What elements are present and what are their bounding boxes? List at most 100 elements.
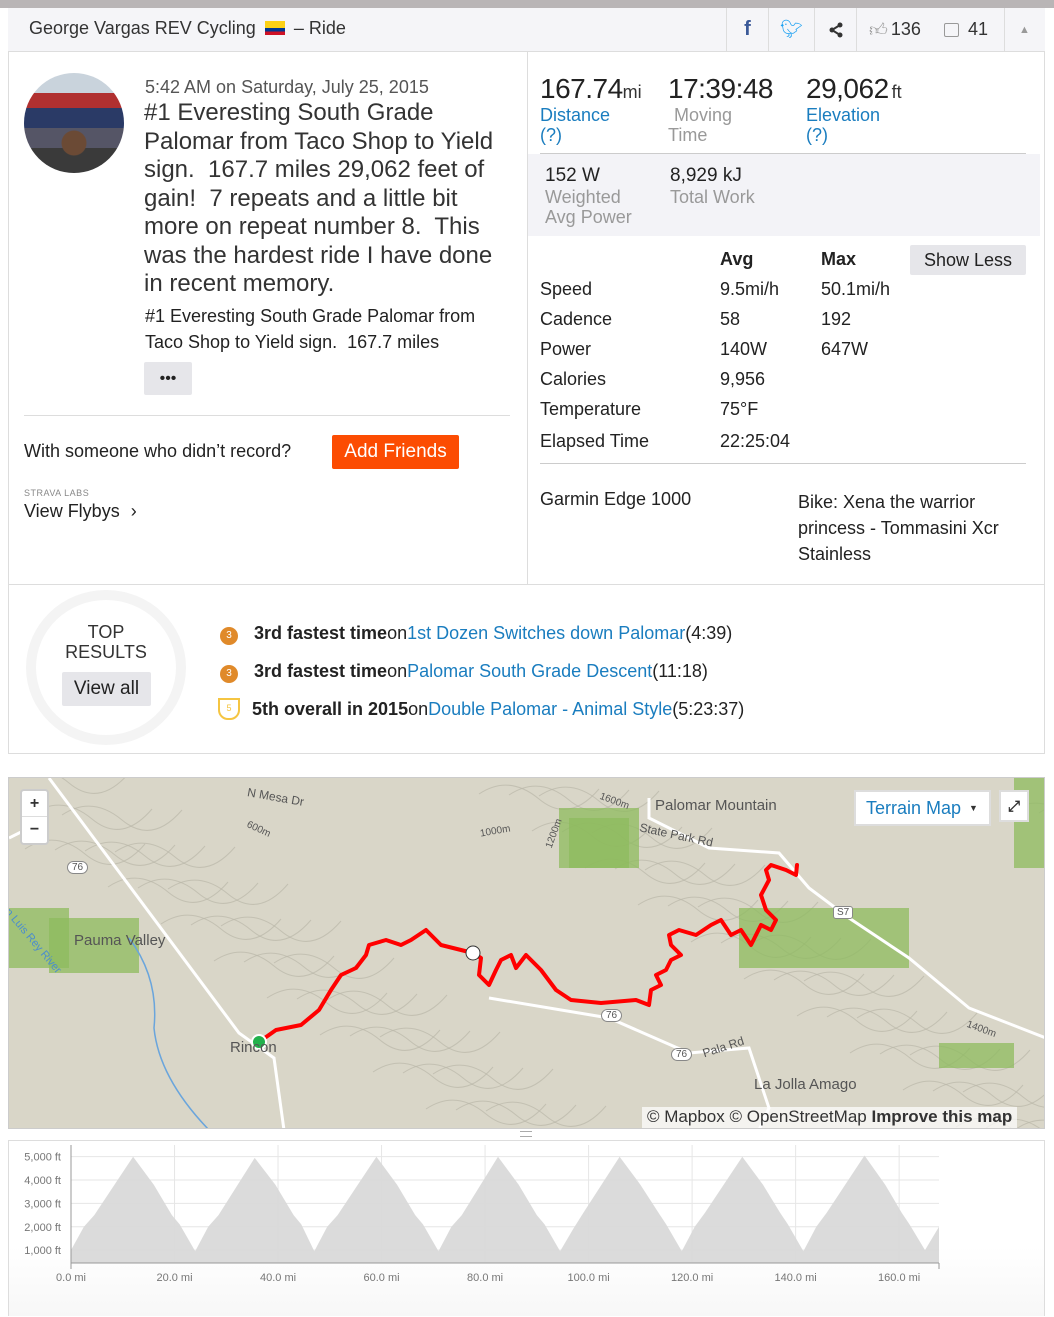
contour-line bbox=[190, 915, 312, 941]
result-time: (4:39) bbox=[685, 622, 733, 643]
fullscreen-button[interactable]: ⤢ bbox=[999, 790, 1029, 822]
osm-attribution-link[interactable]: © OpenStreetMap bbox=[729, 1107, 867, 1126]
elevation-label: Elevation bbox=[806, 105, 881, 125]
comments-button[interactable]: 41 bbox=[926, 8, 1006, 51]
kudos-button[interactable]: 👍︎ 136 bbox=[856, 8, 926, 51]
contour-line bbox=[508, 785, 630, 811]
facebook-share-button[interactable]: f bbox=[726, 8, 768, 51]
contour-line bbox=[266, 988, 388, 1014]
activity-date: 5:42 AM on Saturday, July 25, 2015 bbox=[145, 77, 429, 97]
total-work-value: 8,929 bbox=[670, 165, 718, 186]
stat-distance: 167.74mi Distance (?) bbox=[540, 73, 642, 145]
stats-table: Speed 9.5mi/h 50.1mi/h Cadence 58 192 Powe… bbox=[540, 277, 1026, 457]
x-tick-label: 40.0 mi bbox=[260, 1272, 296, 1284]
contour-line bbox=[743, 969, 865, 995]
weighted-power-label-2: Avg Power bbox=[545, 207, 632, 227]
map-layer-label: Terrain Map bbox=[866, 797, 962, 818]
stat-weighted-power: 152 W Weighted Avg Power bbox=[545, 165, 632, 227]
result-rank: 3rd fastest time bbox=[254, 622, 388, 643]
elevation-area bbox=[71, 1155, 939, 1263]
distance-value: 167.74 bbox=[540, 73, 623, 104]
zoom-controls: + − bbox=[20, 789, 49, 845]
divider bbox=[540, 153, 1026, 154]
distance-help-link[interactable]: (?) bbox=[540, 125, 562, 145]
result-time: (5:23:37) bbox=[672, 698, 745, 719]
contour-line bbox=[167, 879, 289, 905]
top-results-list: 3 3rd fastest time on 1st Dozen Switches … bbox=[218, 614, 744, 728]
segment-link[interactable]: Double Palomar - Animal Style bbox=[428, 698, 673, 719]
x-tick-label: 0.0 mi bbox=[56, 1272, 86, 1284]
strava-labs-label: STRAVA LABS bbox=[24, 488, 90, 498]
elevation-profile-panel: 5,000 ft 4,000 ft 3,000 ft 2,000 ft 1,000 ft… bbox=[8, 1140, 1045, 1316]
distance-unit: mi bbox=[622, 82, 642, 102]
map-label-highway-76: 76 bbox=[671, 1048, 693, 1061]
athlete-avatar[interactable] bbox=[24, 73, 124, 173]
x-tick-label: 140.0 mi bbox=[775, 1272, 817, 1284]
elevation-unit: ft bbox=[891, 82, 902, 102]
kudos-count: 136 bbox=[890, 19, 921, 39]
improve-map-link[interactable]: Improve this map bbox=[871, 1107, 1013, 1126]
elevation-value: 29,062 bbox=[806, 73, 889, 104]
top-results-title: TOP RESULTS bbox=[26, 622, 186, 662]
top-result-item: 3 3rd fastest time on Palomar South Grade… bbox=[218, 652, 744, 690]
map-layer-dropdown[interactable]: Terrain Map ▼ bbox=[854, 790, 991, 826]
y-tick-label: 3,000 ft bbox=[24, 1198, 61, 1210]
collapse-button[interactable]: ▲ bbox=[1004, 8, 1044, 51]
contour-line bbox=[114, 842, 236, 868]
map-label-highway-76: 76 bbox=[67, 861, 89, 874]
divider bbox=[24, 415, 510, 416]
contour-line bbox=[349, 1026, 471, 1052]
map-label-highway-s7: S7 bbox=[833, 906, 854, 919]
stat-row-avg: 58 bbox=[720, 309, 741, 329]
contour-line bbox=[379, 1027, 501, 1053]
stat-row-temperature: Temperature 75°F bbox=[540, 397, 1026, 427]
x-tick-label: 60.0 mi bbox=[364, 1272, 400, 1284]
more-actions-button[interactable]: ••• bbox=[144, 362, 192, 395]
contour-line bbox=[326, 990, 448, 1016]
bike-name[interactable]: Bike: Xena the warrior princess - Tommas… bbox=[798, 492, 999, 564]
contour-line bbox=[273, 953, 395, 979]
forest-area bbox=[939, 1043, 1014, 1068]
col-header-avg: Avg bbox=[720, 249, 754, 269]
segment-link[interactable]: 1st Dozen Switches down Palomar bbox=[407, 622, 686, 643]
bronze-medal-icon: 3 bbox=[220, 627, 238, 645]
athlete-link[interactable]: George Vargas REV Cycling bbox=[29, 18, 256, 38]
stat-row-max: 647W bbox=[821, 339, 869, 359]
contour-line bbox=[962, 1082, 1044, 1108]
twitter-share-button[interactable]: 🐦︎ bbox=[768, 8, 814, 51]
top-result-item: 3 3rd fastest time on 1st Dozen Switches … bbox=[218, 614, 744, 652]
bronze-medal-icon: 3 bbox=[220, 665, 238, 683]
contour-line bbox=[84, 841, 206, 867]
device-name: Garmin Edge 1000 bbox=[540, 489, 692, 509]
zoom-in-button[interactable]: + bbox=[22, 791, 47, 817]
contour-line bbox=[61, 805, 183, 831]
show-less-button[interactable]: Show Less bbox=[910, 245, 1026, 275]
comment-icon bbox=[944, 22, 959, 37]
forest-area bbox=[739, 908, 909, 968]
view-all-results-button[interactable]: View all bbox=[62, 672, 151, 706]
activity-description: #1 Everesting South Grade Palomar from T… bbox=[145, 306, 480, 352]
distance-label: Distance bbox=[540, 105, 611, 125]
mapbox-attribution-link[interactable]: © Mapbox bbox=[647, 1107, 725, 1126]
contour-line bbox=[1016, 1119, 1044, 1128]
view-flybys-link[interactable]: View Flybys › bbox=[24, 501, 137, 522]
finish-flag-icon bbox=[465, 945, 481, 961]
start-marker bbox=[251, 1034, 267, 1050]
contour-line bbox=[856, 1008, 978, 1034]
zoom-out-button[interactable]: − bbox=[29, 821, 40, 838]
with-someone-text: With someone who didn’t record? bbox=[24, 441, 292, 461]
browser-top-strip bbox=[0, 0, 1054, 8]
elevation-help-link[interactable]: (?) bbox=[806, 125, 828, 145]
stat-row-label: Temperature bbox=[540, 399, 642, 419]
activity-title: #1 Everesting South Grade Palomar from T… bbox=[144, 99, 500, 297]
route-map[interactable]: N Mesa Dr Pauma Valley Rincon Palomar Mo… bbox=[8, 777, 1045, 1129]
activity-heading: George Vargas REV Cycling – Ride bbox=[29, 18, 346, 39]
segment-link[interactable]: Palomar South Grade Descent bbox=[407, 660, 653, 681]
map-canvas[interactable] bbox=[9, 778, 1045, 1129]
add-friends-button[interactable]: Add Friends bbox=[332, 435, 459, 469]
map-resize-handle[interactable] bbox=[520, 1131, 532, 1137]
top-results-title-1: TOP bbox=[87, 622, 125, 642]
share-button[interactable] bbox=[814, 8, 856, 51]
elevation-chart[interactable]: 5,000 ft 4,000 ft 3,000 ft 2,000 ft 1,000 ft… bbox=[9, 1141, 1046, 1317]
weighted-power-unit: W bbox=[581, 165, 600, 186]
